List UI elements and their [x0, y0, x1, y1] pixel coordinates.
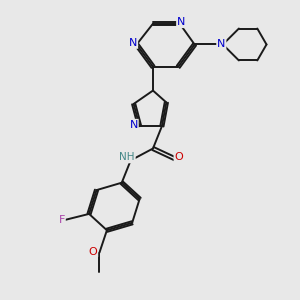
- Text: N: N: [217, 40, 226, 50]
- Text: O: O: [175, 152, 183, 162]
- Text: N: N: [129, 38, 137, 48]
- Text: NH: NH: [119, 152, 135, 162]
- Text: N: N: [177, 17, 185, 27]
- Text: F: F: [58, 215, 65, 225]
- Text: N: N: [130, 120, 138, 130]
- Text: O: O: [88, 247, 97, 256]
